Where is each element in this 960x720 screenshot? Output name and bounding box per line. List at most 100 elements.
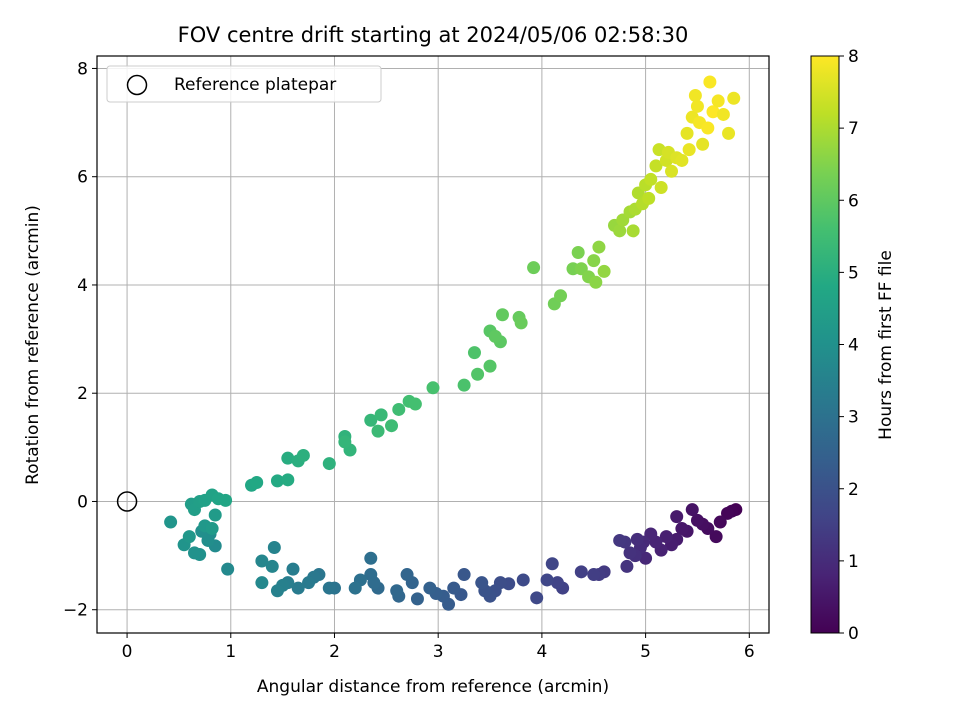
data-point	[587, 254, 601, 268]
data-point	[255, 554, 269, 568]
data-point	[721, 506, 735, 520]
data-point	[665, 164, 679, 178]
data-point	[680, 126, 694, 140]
colorbar-label: Hours from first FF file	[876, 250, 896, 440]
data-point	[410, 592, 424, 606]
data-point	[709, 530, 723, 544]
data-point	[322, 581, 336, 595]
data-point	[701, 121, 715, 135]
data-point	[250, 476, 264, 490]
data-point	[495, 308, 509, 322]
data-point	[457, 568, 471, 582]
x-tick-label: 1	[225, 642, 236, 662]
data-point	[516, 573, 530, 587]
legend: Reference platepar	[106, 65, 382, 103]
colorbar-tick-label: 1	[848, 552, 859, 572]
data-point	[623, 546, 637, 560]
data-point	[423, 581, 437, 595]
y-tick-label: −2	[63, 601, 88, 621]
data-point	[219, 493, 233, 507]
y-tick-label: 0	[77, 492, 88, 512]
legend-entry-label: Reference platepar	[174, 75, 336, 95]
x-tick-label: 5	[640, 642, 651, 662]
x-tick-label: 4	[536, 642, 547, 662]
x-tick-label: 3	[433, 642, 444, 662]
data-point	[286, 562, 300, 576]
data-point	[675, 522, 689, 536]
legend-box	[106, 65, 382, 103]
data-point	[392, 402, 406, 416]
colorbar-tick-label: 0	[848, 624, 859, 644]
data-point	[471, 367, 485, 381]
colorbar-tick-label: 5	[848, 263, 859, 283]
data-point	[554, 289, 568, 303]
data-point	[685, 503, 699, 517]
data-point	[550, 576, 564, 590]
data-point	[187, 546, 201, 560]
data-point	[706, 105, 720, 119]
data-point	[488, 329, 502, 343]
data-point	[447, 581, 461, 595]
data-point	[255, 576, 269, 590]
y-tick-label: 6	[77, 168, 88, 188]
data-point	[291, 581, 305, 595]
data-point	[626, 224, 640, 238]
data-point	[302, 576, 316, 590]
data-point	[587, 568, 601, 582]
data-point	[281, 451, 295, 465]
data-point	[270, 474, 284, 488]
data-point	[654, 181, 668, 195]
data-point	[296, 448, 310, 462]
data-point	[385, 419, 399, 433]
data-point	[711, 94, 725, 108]
data-point	[659, 530, 673, 544]
reference-platepar-marker	[116, 491, 138, 512]
data-point	[727, 91, 741, 105]
data-point	[597, 264, 611, 278]
data-point	[281, 473, 295, 487]
data-point	[613, 224, 627, 238]
data-point	[574, 565, 588, 579]
data-point	[457, 378, 471, 392]
data-point	[201, 533, 215, 547]
data-point	[374, 408, 388, 422]
data-point	[530, 591, 544, 605]
data-point	[620, 559, 634, 573]
plot-frame	[96, 55, 770, 634]
data-point	[722, 126, 736, 140]
data-point	[338, 435, 352, 449]
colorbar-tick-label: 8	[848, 47, 859, 67]
data-point	[589, 275, 603, 289]
colorbar-tick-label: 6	[848, 191, 859, 211]
y-tick-label: 2	[77, 384, 88, 404]
reference-marker-layer	[116, 491, 138, 512]
data-point	[675, 153, 689, 167]
data-point	[613, 533, 627, 547]
x-tick-label: 2	[329, 642, 340, 662]
data-point	[527, 261, 541, 275]
data-point	[644, 172, 658, 186]
data-point	[713, 515, 727, 529]
data-point	[364, 568, 378, 582]
y-axis-label: Rotation from reference (arcmin)	[23, 205, 43, 485]
data-point	[265, 559, 279, 573]
data-point	[688, 89, 702, 103]
data-point	[696, 137, 710, 151]
colorbar: 0 1 2 3 4 5 6 7 8	[810, 47, 859, 644]
data-point	[514, 316, 528, 330]
data-point	[649, 159, 663, 173]
data-point	[164, 515, 178, 529]
data-point	[267, 540, 281, 554]
data-point	[483, 359, 497, 373]
axes: 0 1 2 3 4 5 6 −2 0 2 4 6 8	[63, 55, 770, 662]
grid	[97, 56, 769, 633]
data-point	[571, 245, 585, 259]
data-point	[690, 99, 704, 113]
scatter-series	[164, 75, 743, 611]
data-point	[400, 568, 414, 582]
data-point	[205, 522, 219, 536]
colorbar-bar	[810, 55, 840, 634]
x-axis-label: Angular distance from reference (arcmin)	[257, 677, 609, 697]
data-point	[408, 397, 422, 411]
